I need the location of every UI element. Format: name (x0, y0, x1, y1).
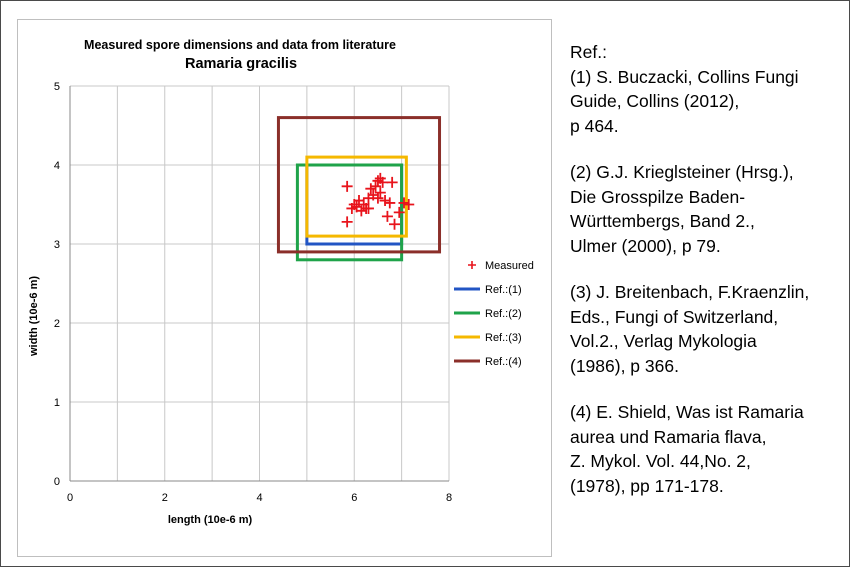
y-tick-label: 0 (54, 476, 60, 488)
reference-2: (2) G.J. Kriegl­steiner (Hrsg.), Die Gro… (570, 162, 794, 256)
measured-point (403, 199, 415, 210)
measured-point (379, 195, 391, 207)
legend-label-measured: Measured (485, 260, 534, 272)
y-axis-label: width (10e-6 m) (28, 276, 40, 357)
measured-point (370, 180, 382, 192)
measured-point (386, 176, 398, 188)
legend-label-ref-1: Ref.:(1) (485, 284, 522, 296)
legend-label-ref-3: Ref.:(3) (485, 332, 522, 344)
legend-label-ref-4: Ref.:(4) (485, 356, 522, 368)
y-tick-label: 4 (54, 160, 60, 172)
measured-point (381, 210, 393, 222)
x-axis-label: length (10e-6 m) (168, 514, 253, 526)
measured-point (355, 205, 367, 217)
measured-point (377, 176, 389, 188)
x-tick-label: 2 (162, 492, 168, 504)
measured-point (374, 187, 386, 199)
references-panel: Ref.: (1) S. Buczacki, Collins Fungi Gui… (570, 40, 840, 520)
reference-3: (3) J. Breitenbach, F.Kraenzlin, Eds., F… (570, 282, 810, 376)
measured-point (341, 180, 353, 192)
measured-point (362, 202, 374, 214)
x-tick-label: 0 (67, 492, 73, 504)
chart-area: Measured spore dimensions and data from … (17, 19, 552, 557)
y-tick-label: 1 (54, 397, 60, 409)
x-tick-label: 6 (351, 492, 357, 504)
x-tick-label: 4 (256, 492, 262, 504)
measured-point (384, 197, 396, 209)
reference-4: (4) E. Shield, Was ist Ramaria aurea und… (570, 402, 804, 496)
measured-point (393, 206, 405, 218)
reference-1: (1) S. Buczacki, Collins Fungi Guide, Co… (570, 66, 799, 136)
ref-rect-3 (305, 155, 408, 238)
ref-rect-4 (276, 116, 442, 254)
references-heading: Ref.: (570, 42, 607, 62)
measured-point (365, 183, 377, 195)
x-tick-label: 8 (446, 492, 452, 504)
chart-subtitle: Ramaria gracilis (185, 56, 297, 72)
measured-point (389, 218, 401, 230)
y-tick-label: 5 (54, 81, 60, 93)
measured-point (341, 216, 353, 228)
scatter-chart: Measured spore dimensions and data from … (28, 38, 534, 526)
measured-point (372, 192, 384, 204)
measured-point (398, 197, 410, 209)
ref-rect-2 (295, 163, 404, 262)
legend-label-ref-2: Ref.:(2) (485, 308, 522, 320)
chart-title: Measured spore dimensions and data from … (84, 38, 396, 52)
measured-point (372, 175, 384, 187)
legend-marker-measured (468, 261, 476, 269)
y-tick-label: 3 (54, 239, 60, 251)
y-tick-label: 2 (54, 318, 60, 330)
